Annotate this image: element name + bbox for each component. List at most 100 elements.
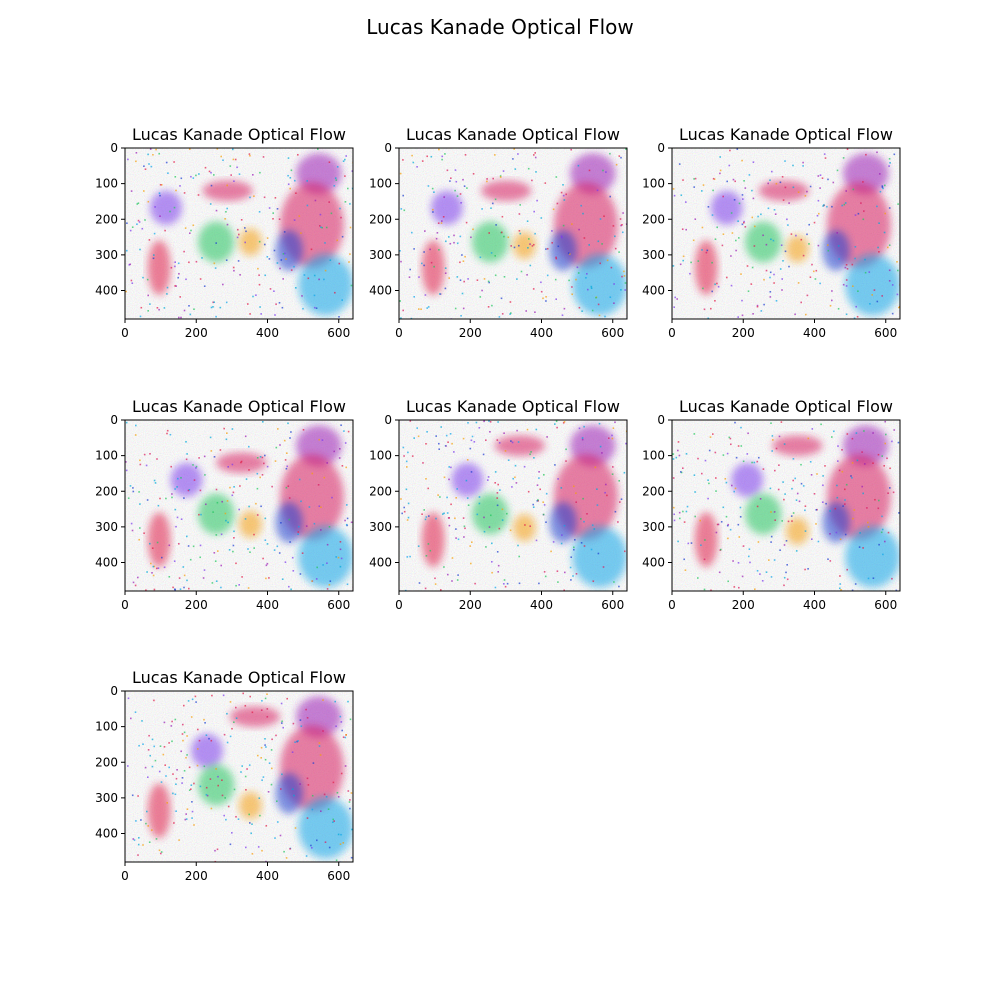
flow-speckle (447, 441, 449, 443)
flow-speckle (214, 267, 217, 269)
flow-speckle (453, 234, 455, 237)
x-tick-label: 0 (121, 326, 129, 340)
flow-speckle (205, 503, 207, 506)
flow-speckle (141, 227, 144, 230)
flow-speckle (854, 246, 857, 248)
flow-speckle (186, 808, 189, 810)
flow-speckle (551, 242, 553, 244)
flow-speckle (733, 586, 736, 588)
flow-blob (239, 510, 262, 538)
flow-speckle (125, 469, 128, 472)
flow-speckle (617, 521, 619, 523)
flow-speckle (488, 526, 491, 528)
flow-speckle (340, 557, 343, 560)
flow-speckle (463, 536, 465, 538)
flow-speckle (516, 278, 518, 280)
flow-blob (572, 526, 627, 588)
flow-speckle (883, 465, 885, 467)
flow-speckle (264, 243, 266, 246)
flow-speckle (839, 575, 841, 577)
flow-speckle (469, 447, 472, 450)
flow-speckle (881, 185, 884, 187)
flow-speckle (861, 451, 863, 453)
flow-speckle (156, 567, 158, 570)
x-tick-label: 600 (601, 326, 624, 340)
flow-speckle (344, 442, 347, 444)
y-tick-label: 0 (384, 141, 392, 155)
flow-speckle (261, 700, 263, 702)
flow-speckle (298, 215, 301, 217)
flow-speckle (429, 549, 432, 552)
flow-speckle (291, 788, 294, 790)
flow-speckle (759, 498, 762, 500)
flow-speckle (839, 538, 842, 541)
flow-speckle (198, 513, 200, 516)
flow-speckle (710, 589, 712, 591)
flow-speckle (248, 813, 250, 816)
flow-speckle (256, 457, 259, 459)
flow-speckle (724, 478, 727, 480)
flow-speckle (259, 476, 261, 479)
flow-speckle (685, 228, 687, 231)
flow-speckle (350, 856, 353, 859)
flow-speckle (604, 491, 606, 494)
flow-speckle (773, 273, 775, 276)
flow-speckle (504, 585, 507, 588)
flow-speckle (751, 266, 754, 269)
flow-speckle (258, 240, 261, 243)
y-tick-label: 200 (369, 212, 392, 226)
flow-speckle (162, 753, 165, 756)
flow-speckle (770, 541, 772, 543)
flow-speckle (773, 209, 776, 211)
flow-speckle (217, 784, 219, 787)
flow-speckle (418, 582, 421, 584)
flow-speckle (248, 764, 251, 766)
flow-speckle (439, 293, 441, 295)
flow-speckle (171, 720, 173, 723)
flow-speckle (594, 466, 597, 469)
flow-speckle (265, 564, 268, 567)
flow-speckle (345, 523, 348, 526)
flow-speckle (556, 202, 559, 205)
flow-speckle (321, 226, 323, 229)
flow-speckle (533, 210, 535, 213)
flow-speckle (714, 451, 717, 454)
flow-speckle (531, 245, 534, 247)
flow-speckle (423, 251, 425, 253)
flow-speckle (318, 505, 321, 507)
x-tick-label: 0 (668, 598, 676, 612)
flow-speckle (730, 284, 733, 287)
flow-speckle (135, 152, 138, 154)
flow-speckle (463, 185, 466, 187)
flow-speckle (550, 550, 552, 553)
flow-speckle (784, 493, 786, 495)
flow-speckle (247, 548, 249, 550)
flow-speckle (152, 565, 155, 568)
flow-speckle (333, 450, 335, 453)
flow-speckle (465, 221, 468, 224)
flow-speckle (249, 313, 251, 315)
flow-speckle (546, 248, 549, 250)
flow-speckle (151, 765, 154, 768)
flow-speckle (528, 238, 530, 240)
flow-speckle (844, 533, 847, 536)
flow-speckle (767, 182, 769, 185)
flow-speckle (846, 568, 848, 571)
flow-speckle (216, 501, 219, 504)
flow-speckle (247, 303, 249, 305)
flow-speckle (435, 435, 437, 437)
flow-speckle (418, 308, 420, 310)
flow-speckle (307, 277, 310, 280)
flow-speckle (742, 460, 745, 463)
flow-speckle (204, 474, 206, 476)
flow-blob (786, 517, 809, 545)
flow-speckle (232, 148, 234, 151)
flow-speckle (195, 465, 198, 468)
flow-speckle (401, 512, 403, 515)
flow-speckle (874, 498, 876, 501)
flow-speckle (313, 274, 316, 277)
flow-speckle (257, 267, 259, 270)
flow-image (125, 148, 353, 319)
flow-speckle (620, 289, 622, 291)
